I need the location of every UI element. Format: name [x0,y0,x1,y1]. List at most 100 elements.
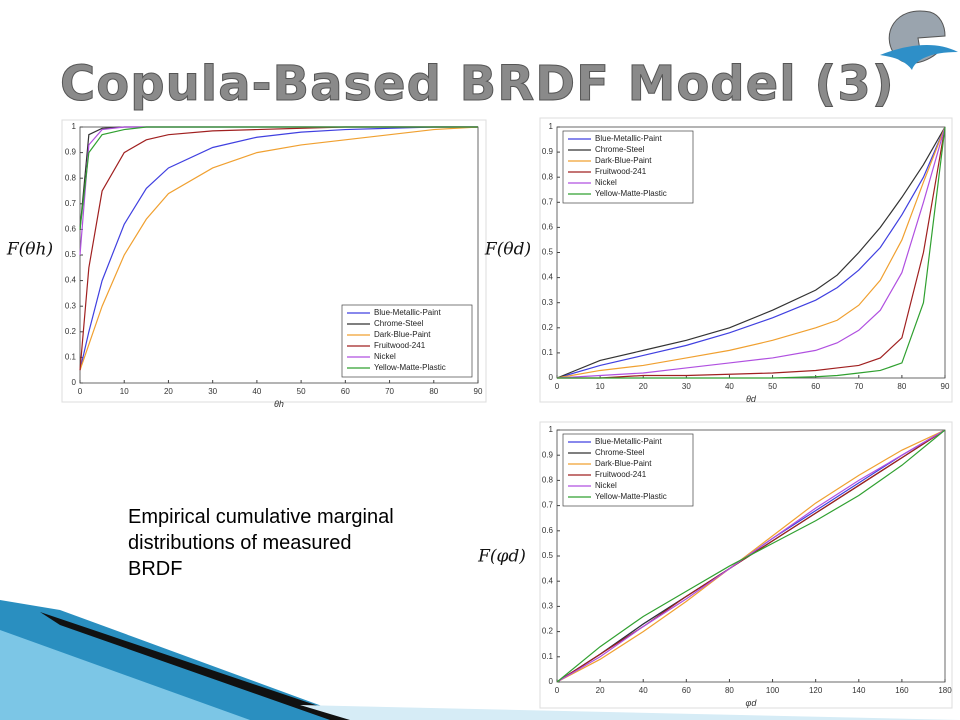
slide-title: Copula-Based BRDF Model (3) [60,56,895,112]
x-tick-label: 20 [164,387,173,396]
y-tick-label: 0.8 [542,476,554,485]
x-tick-label: 160 [895,686,909,695]
y-tick-label: 0 [549,677,554,686]
x-tick-label: 20 [639,382,648,391]
x-tick-label: 100 [766,686,780,695]
line-series [79,126,478,371]
y-tick-label: 0.3 [542,298,554,307]
y-tick-label: 0.1 [65,353,77,362]
caption: Empirical cumulative marginal distributi… [128,506,394,580]
legend-label: Blue-Metallic-Paint [595,134,662,143]
x-tick-label: 120 [809,686,823,695]
y-tick-label: 0.9 [65,148,77,157]
y-tick-label: 1 [549,425,554,434]
legend-label: Blue-Metallic-Paint [374,308,441,317]
y-tick-label: 0.5 [542,551,554,560]
legend-label: Fruitwood-241 [595,470,647,479]
x-tick-label: 0 [78,387,83,396]
y-tick-label: 0.2 [542,323,554,332]
y-tick-label: 0.6 [65,225,77,234]
y-tick-label: 0.1 [542,348,554,357]
x-tick-label: 80 [429,387,438,396]
y-tick-label: 0.6 [542,223,554,232]
y-tick-label: 0.4 [542,273,554,282]
y-tick-label: 0.2 [542,627,554,636]
x-tick-label: 10 [120,387,129,396]
legend-label: Yellow-Matte-Plastic [595,189,667,198]
legend-label: Nickel [595,481,617,490]
y-tick-label: 0.7 [65,199,77,208]
x-tick-label: 0 [555,686,560,695]
legend-label: Yellow-Matte-Plastic [374,363,446,372]
x-axis-label: φd [746,698,758,708]
x-tick-label: 20 [596,686,605,695]
x-tick-label: 10 [596,382,605,391]
x-tick-label: 70 [385,387,394,396]
y-tick-label: 0.7 [542,501,554,510]
legend-label: Dark-Blue-Paint [595,459,652,468]
y-tick-label: 0.9 [542,147,554,156]
legend-label: Chrome-Steel [374,319,424,328]
line-series [556,126,946,379]
legend-label: Chrome-Steel [595,448,645,457]
x-tick-label: 40 [252,387,261,396]
legend-label: Chrome-Steel [595,145,645,154]
y-tick-label: 0.8 [542,172,554,181]
x-tick-label: 40 [639,686,648,695]
line-series [556,429,946,683]
x-tick-label: 90 [474,387,483,396]
legend-box [341,304,473,378]
legend-box [562,433,694,507]
y-tick-label: 0.5 [65,250,77,259]
x-tick-label: 140 [852,686,866,695]
y-tick-label: 0.5 [542,248,554,257]
y-tick-label: 0.6 [542,526,554,535]
decoration [0,10,960,720]
y-tick-label: 0.8 [65,173,77,182]
x-tick-label: 90 [941,382,950,391]
y-axis-label: F(θd) [484,240,531,260]
legend-label: Nickel [595,178,617,187]
y-tick-label: 0.4 [542,576,554,585]
x-tick-label: 0 [555,382,560,391]
x-tick-label: 80 [725,686,734,695]
line-series [556,429,946,683]
x-tick-label: 60 [682,686,691,695]
legend-box [562,130,694,204]
y-tick-label: 1 [549,122,554,131]
x-tick-label: 60 [811,382,820,391]
x-tick-label: 40 [725,382,734,391]
swoosh [40,612,360,720]
legend-label: Yellow-Matte-Plastic [595,492,667,501]
y-tick-label: 0.9 [542,450,554,459]
y-tick-label: 0.3 [65,301,77,310]
line-series [79,126,479,371]
swoosh [300,705,960,720]
line-series [556,126,946,379]
line-series [556,126,946,379]
y-tick-label: 0 [549,373,554,382]
x-tick-label: 180 [938,686,952,695]
x-tick-label: 60 [341,387,350,396]
line-series [557,126,946,379]
legend-label: Dark-Blue-Paint [374,330,431,339]
y-tick-label: 0.2 [65,327,77,336]
line-series [556,126,946,379]
line-series [557,126,946,379]
y-tick-label: 1 [72,122,77,131]
y-tick-label: 0.7 [542,197,554,206]
y-tick-label: 0 [72,378,77,387]
x-axis-label: θd [746,394,757,404]
logo [880,44,958,70]
x-tick-label: 80 [897,382,906,391]
x-tick-label: 70 [854,382,863,391]
x-tick-label: 50 [297,387,306,396]
line-series [556,429,946,683]
y-axis-label: F(φd) [477,547,526,567]
legend-label: Nickel [374,352,396,361]
legend-label: Dark-Blue-Paint [595,156,652,165]
y-tick-label: 0.1 [542,652,554,661]
y-tick-label: 0.3 [542,602,554,611]
